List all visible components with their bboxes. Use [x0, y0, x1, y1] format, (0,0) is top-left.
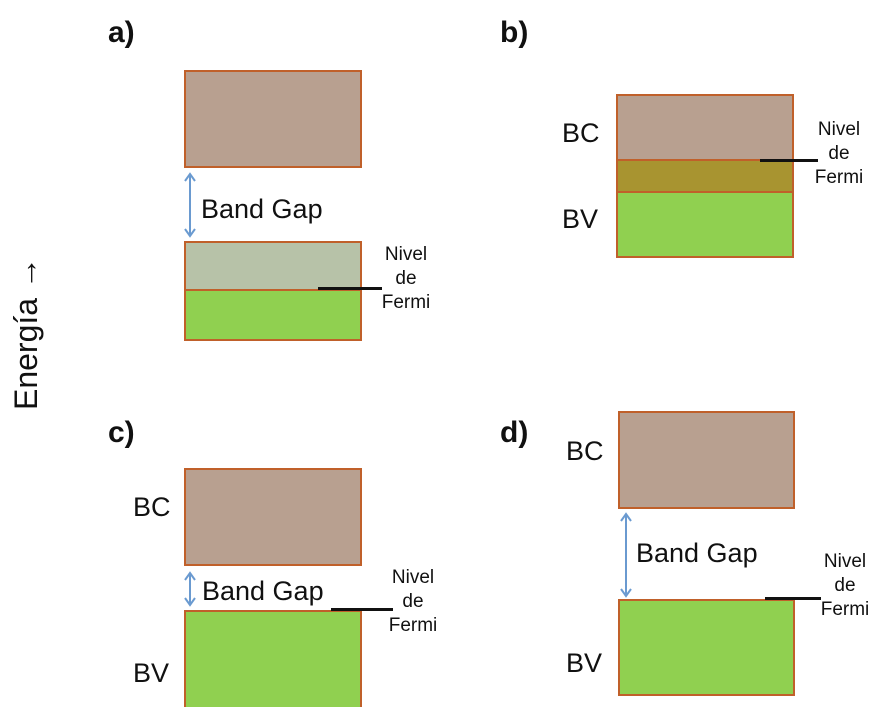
panel-c-label: c): [108, 416, 135, 449]
panel-c-bc-label: BC: [133, 492, 171, 522]
energy-axis-label: Energía →: [8, 257, 44, 410]
panel-c-band-gap-label: Band Gap: [202, 576, 324, 606]
panel-d-bv-label: BV: [566, 648, 603, 678]
panel-d-fermi-line: [765, 597, 821, 600]
panel-d-band-gap-arrow: [620, 512, 632, 598]
panel-a-label: a): [108, 16, 135, 49]
panel-a-fermi-label: Nivel de Fermi: [381, 244, 431, 313]
panel-c-fermi-label: Nivel de Fermi: [388, 567, 438, 636]
panel-b-conduction-band: [616, 94, 794, 161]
panel-a-fermi-line: [318, 287, 382, 290]
panel-c-bv-label: BV: [133, 658, 170, 688]
panel-a-valence-band: [184, 289, 362, 341]
panel-b-overlap-region: [616, 159, 794, 193]
panel-b-bc-label: BC: [562, 118, 600, 148]
panel-b-fermi-line: [760, 159, 818, 162]
panel-a-partial-band: [184, 241, 362, 291]
panel-b-fermi-label: Nivel de Fermi: [814, 119, 864, 188]
panel-b-label: b): [500, 16, 529, 49]
panel-c-fermi-line: [331, 608, 393, 611]
panel-d-conduction-band: [618, 411, 795, 509]
panel-d-bc-label: BC: [566, 436, 604, 466]
panel-c-valence-band: [184, 610, 362, 707]
panel-b-bv-label: BV: [562, 204, 599, 234]
panel-d-valence-band: [618, 599, 795, 696]
panel-d-band-gap-label: Band Gap: [636, 538, 758, 568]
panel-c-conduction-band: [184, 468, 362, 566]
panel-d-fermi-label: Nivel de Fermi: [820, 551, 870, 620]
panel-b-valence-band: [616, 191, 794, 258]
panel-a-band-gap-arrow: [184, 172, 196, 238]
panel-c-band-gap-arrow: [184, 571, 196, 607]
panel-d-label: d): [500, 416, 529, 449]
panel-a-band-gap-label: Band Gap: [201, 194, 323, 224]
panel-a-conduction-band: [184, 70, 362, 168]
